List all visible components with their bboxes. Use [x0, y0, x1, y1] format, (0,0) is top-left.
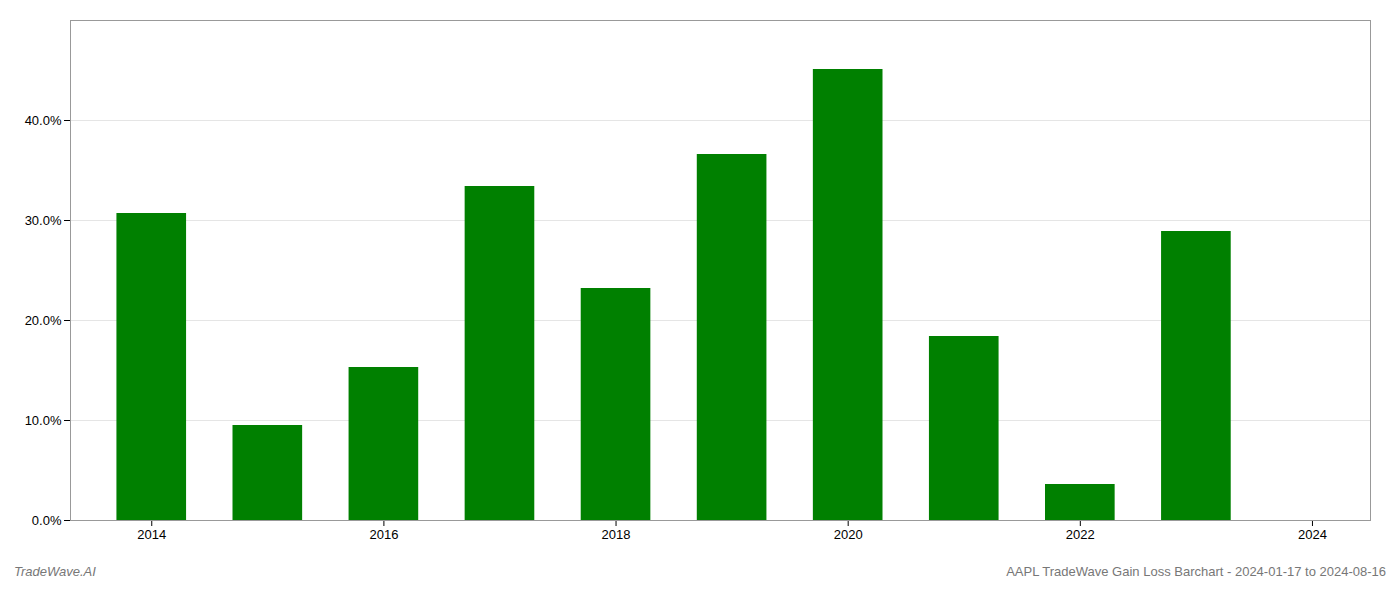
svg-text:2022: 2022: [1066, 527, 1095, 542]
svg-text:40.0%: 40.0%: [25, 113, 62, 128]
html-text:TradeWave.AI: TradeWave.AI: [14, 564, 96, 579]
svg-text:2016: 2016: [369, 527, 398, 542]
svg-text:10.0%: 10.0%: [25, 413, 62, 428]
html-text:AAPL TradeWave Gain Loss Barch: AAPL TradeWave Gain Loss Barchart - 2024…: [1006, 564, 1386, 579]
svg-text:20.0%: 20.0%: [25, 313, 62, 328]
svg-text:2020: 2020: [834, 527, 863, 542]
svg-text:2018: 2018: [602, 527, 631, 542]
svg-text:2024: 2024: [1298, 527, 1327, 542]
svg-text:2014: 2014: [137, 527, 166, 542]
svg-text:0.0%: 0.0%: [32, 513, 62, 528]
svg-text:30.0%: 30.0%: [25, 213, 62, 228]
